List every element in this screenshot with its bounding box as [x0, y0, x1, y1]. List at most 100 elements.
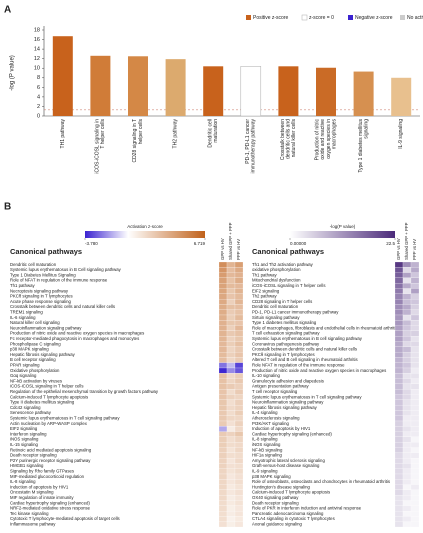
heatmap-cell: [234, 367, 244, 374]
heatmap-cell: [410, 357, 420, 363]
heatmap-cell: [394, 473, 404, 480]
row-label: OX40 signaling pathway: [252, 495, 299, 500]
y-tick-label: 6: [37, 85, 40, 91]
heatmap-cell: [226, 320, 236, 326]
row-label: MIF-mediated glucocorticoid regulation: [10, 474, 85, 479]
row-label: Induction of apoptosis by HIV1: [252, 426, 311, 431]
heatmap-cell: [218, 500, 228, 506]
heatmap-cell: [218, 410, 228, 416]
legend-swatch: [246, 15, 251, 20]
heatmap-cell: [234, 436, 244, 443]
row-label: T cell receptor signaling: [252, 389, 298, 394]
heatmap-cell: [402, 373, 412, 379]
heatmap-cell: [226, 304, 236, 310]
heatmap-cell: [226, 420, 236, 427]
heatmap-cell: [402, 346, 412, 353]
heatmap-cell: [394, 325, 404, 332]
heatmap-cell: [218, 378, 228, 385]
heatmap-cell: [410, 394, 420, 400]
heatmap-cell: [226, 346, 236, 353]
heatmap-cell: [402, 431, 412, 438]
heatmap-cell: [218, 511, 228, 517]
row-label: Th1 pathway: [252, 272, 277, 277]
heatmap-cell: [394, 293, 404, 300]
heatmap-cell: [402, 442, 412, 448]
heatmap-cell: [410, 261, 420, 268]
heatmap-cell: [226, 394, 236, 400]
heatmap-cell: [410, 309, 420, 316]
row-label: TREM1 signaling: [10, 309, 43, 314]
heatmap-cell: [226, 484, 236, 491]
heatmap-cell: [218, 420, 228, 427]
heatmap-cell: [234, 410, 244, 416]
heatmap-cell: [218, 320, 228, 326]
heatmap-cell: [402, 516, 412, 522]
heatmap-cell: [394, 383, 404, 390]
row-label: IL-15 signaling: [10, 442, 39, 447]
row-label: Phospholipase C signaling: [10, 341, 61, 346]
heatmap-cell: [226, 352, 236, 358]
heatmap-cell: [394, 272, 404, 279]
heatmap-cell: [394, 489, 404, 496]
heatmap-cell: [410, 473, 420, 480]
heatmap-cell: [218, 468, 228, 475]
bar: [165, 59, 186, 116]
heatmap-cell: [234, 500, 244, 506]
heatmap-cell: [218, 362, 228, 369]
heatmap-cell: [234, 405, 244, 411]
heatmap-cell: [234, 325, 244, 332]
heatmap-cell: [226, 330, 236, 337]
row-label: B cell receptor signaling: [10, 357, 56, 362]
heatmap-cell: [394, 495, 404, 501]
row-label: Role NFAT in regulation of the immune re…: [252, 362, 345, 367]
row-label: Th2 pathway: [252, 294, 277, 299]
heatmap-cell: [394, 336, 404, 342]
heatmap-cell: [234, 261, 244, 268]
heatmap-cell: [234, 431, 244, 438]
heatmap-cell: [410, 516, 420, 522]
heatmap-cell: [218, 336, 228, 342]
row-label: Graft-versus-host disease signaling: [252, 463, 320, 468]
bar: [128, 56, 148, 116]
heatmap-cell: [402, 378, 412, 385]
row-label: Granulocyte adhesion and diapedesis: [252, 378, 324, 383]
heatmap-cell: [410, 330, 420, 337]
column-label: Shared GPP + PPP: [228, 222, 233, 260]
row-label: Interferon signaling: [10, 431, 47, 436]
heatmap-cell: [402, 352, 412, 358]
row-label: Production of nitric oxide and reactive …: [252, 368, 386, 373]
heatmap-cell: [226, 516, 236, 522]
heatmap-cell: [410, 447, 420, 453]
colorbar: [290, 231, 395, 238]
heatmap-cell: [218, 415, 228, 422]
row-label: Th1 pathway: [10, 283, 35, 288]
heatmap-cell: [402, 463, 412, 469]
row-label: Type 1 Diabetes Mellitus Signaling: [10, 272, 76, 277]
heatmap-cell: [402, 288, 412, 294]
heatmap-cell: [402, 367, 412, 374]
heatmap-cell: [394, 357, 404, 363]
heatmap-cell: [394, 362, 404, 369]
heatmap-cell: [218, 479, 228, 485]
x-tick-label: Type 1 diabetes mellitussignaling: [358, 119, 370, 173]
heatmap-cell: [410, 346, 420, 353]
heatmap-cell: [402, 420, 412, 427]
row-label: Cytotoxic T lymphocyte-mediated apoptosi…: [10, 516, 120, 521]
heatmap-cell: [234, 267, 244, 273]
row-label: Systemic lupus erythematosus in B cell s…: [252, 336, 363, 341]
heatmap-cell: [394, 352, 404, 358]
heatmap-cell: [394, 378, 404, 385]
heatmap-cell: [402, 436, 412, 443]
heatmap-cell: [402, 272, 412, 279]
heatmap-cell: [218, 484, 228, 491]
heatmap-cell: [218, 357, 228, 363]
heatmap-cell: [226, 458, 236, 464]
heatmap-cell: [410, 484, 420, 491]
heatmap-cell: [402, 479, 412, 485]
column-label: PPP vs HV: [412, 239, 417, 260]
row-label: Type 1 diabetes mellitus signaling: [252, 320, 317, 325]
heatmap-cell: [234, 304, 244, 310]
heatmap-cell: [410, 505, 420, 512]
row-label: HMGB1 signaling: [10, 463, 44, 468]
